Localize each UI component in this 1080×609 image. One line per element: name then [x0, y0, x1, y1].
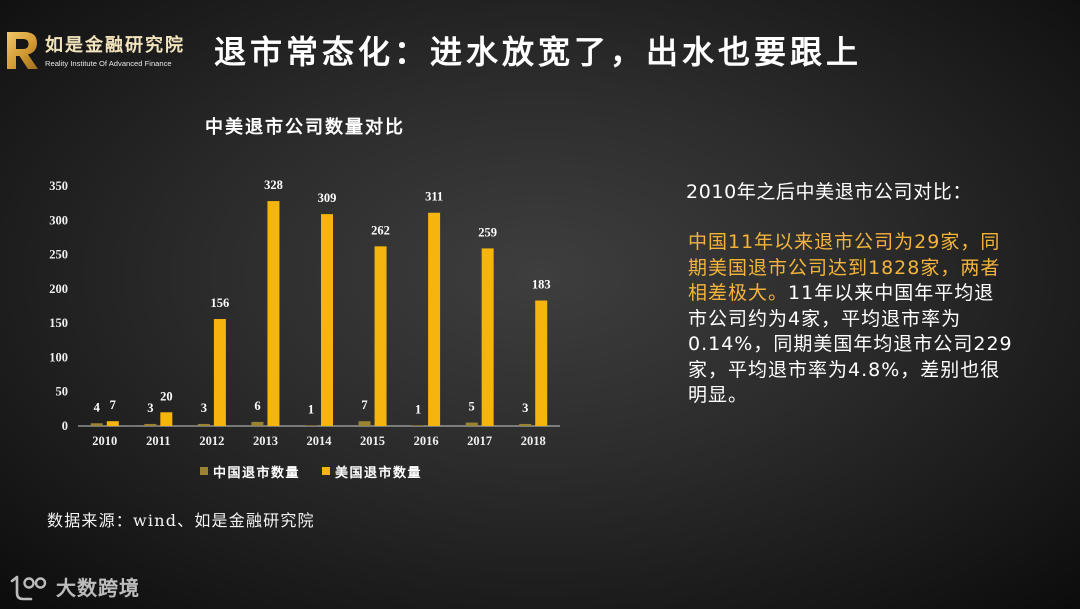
summary-text-segment: 市公司约为4家，平均退市率为 — [688, 307, 962, 330]
logo-english-name: Reality Institute Of Advanced Finance — [45, 59, 172, 68]
summary-text-segment: 11年以来中国年平均退 — [788, 282, 995, 304]
slide-title: 退市常态化：进水放宽了，出水也要跟上 — [214, 33, 863, 71]
x-tick-label: 2013 — [253, 434, 278, 448]
summary-line: 0.14%，同期美国年均退市公司229 — [688, 332, 1013, 358]
china-value-label: 5 — [469, 400, 475, 414]
x-tick-label: 2010 — [92, 434, 117, 448]
y-tick-label: 250 — [49, 248, 68, 262]
x-tick-label: 2018 — [521, 434, 546, 448]
y-tick-label: 350 — [49, 179, 68, 193]
logo-name: 如是金融研究院 — [45, 35, 185, 56]
china-bar — [519, 423, 532, 426]
china-value-label: 3 — [147, 401, 153, 415]
china-bar — [251, 421, 264, 426]
us-bar — [374, 246, 387, 426]
us-value-label: 309 — [318, 191, 337, 205]
x-tick-label: 2011 — [146, 434, 170, 448]
summary-line: 相差极大。11年以来中国年平均退 — [688, 281, 1013, 307]
china-value-label: 7 — [361, 398, 367, 412]
summary-paragraph: 中国11年以来退市公司为29家，同 期美国退市公司达到1828家，两者 相差极大… — [688, 230, 1013, 409]
us-value-label: 183 — [532, 278, 551, 292]
us-bar — [481, 248, 494, 426]
y-tick-label: 0 — [62, 419, 68, 433]
china-value-label: 6 — [254, 399, 260, 413]
china-value-label: 1 — [308, 402, 314, 416]
y-tick-label: 200 — [49, 282, 68, 296]
china-bar — [412, 425, 425, 426]
watermark: 大数跨境 — [9, 574, 140, 602]
y-tick-label: 300 — [49, 213, 68, 227]
r-letter-logo-icon — [7, 32, 38, 69]
us-value-label: 7 — [110, 398, 116, 412]
legend-label-us: 美国退市数量 — [335, 465, 423, 481]
summary-text-segment: 中国11年以来退市公司为29家，同 — [688, 231, 1001, 253]
legend-label-china: 中国退市数量 — [213, 465, 301, 481]
china-value-label: 3 — [522, 401, 528, 415]
us-bar — [160, 412, 173, 426]
us-bar — [321, 214, 333, 426]
us-bar — [428, 212, 441, 426]
y-tick-label: 100 — [49, 350, 68, 364]
legend-swatch-us — [322, 467, 331, 475]
x-tick-label: 2014 — [307, 434, 333, 448]
us-value-label: 328 — [264, 178, 283, 192]
x-tick-label: 2015 — [360, 434, 385, 448]
us-value-label: 262 — [371, 223, 390, 237]
summary-line: 期美国退市公司达到1828家，两者 — [688, 256, 1013, 282]
china-value-label: 1 — [415, 402, 421, 416]
x-tick-label: 2016 — [414, 434, 439, 448]
chart-legend: 中国退市数量 美国退市数量 — [200, 462, 422, 481]
china-value-label: 4 — [94, 400, 101, 414]
china-bar — [197, 423, 210, 426]
summary-heading: 2010年之后中美退市公司对比： — [686, 181, 972, 203]
summary-text-segment: 家，平均退市率为4.8%，差别也很 — [688, 358, 1001, 381]
us-value-label: 259 — [478, 225, 497, 239]
china-bar — [305, 425, 317, 426]
legend-item-us: 美国退市数量 — [322, 462, 422, 481]
summary-text-segment: 相差极大。 — [688, 282, 789, 304]
watermark-text: 大数跨境 — [56, 576, 140, 600]
china-bar — [358, 421, 371, 426]
us-bar — [267, 201, 280, 426]
x-tick-label: 2017 — [467, 434, 492, 448]
us-value-label: 311 — [425, 190, 443, 204]
summary-line: 中国11年以来退市公司为29家，同 — [688, 230, 1013, 256]
us-bar — [535, 300, 548, 426]
y-tick-label: 50 — [56, 385, 69, 399]
us-value-label: 156 — [211, 296, 230, 310]
china-bar — [144, 423, 157, 426]
china-value-label: 3 — [201, 401, 207, 415]
chart-title: 中美退市公司数量对比 — [205, 117, 405, 138]
summary-line: 市公司约为4家，平均退市率为 — [688, 307, 1013, 333]
x-tick-label: 2012 — [199, 434, 224, 448]
us-value-label: 20 — [160, 389, 173, 403]
china-bar — [90, 423, 103, 426]
brand-logo-icon — [10, 575, 47, 601]
summary-line: 家，平均退市率为4.8%，差别也很 — [688, 358, 1013, 384]
y-tick-label: 150 — [49, 316, 68, 330]
china-bar — [465, 422, 478, 426]
data-source-note: 数据来源：wind、如是金融研究院 — [47, 511, 315, 530]
summary-line: 明显。 — [688, 383, 1013, 409]
summary-text-segment: 明显。 — [688, 384, 749, 406]
us-bar — [213, 319, 226, 426]
summary-text-segment: 0.14%，同期美国年均退市公司229 — [688, 333, 1013, 355]
legend-swatch-china — [200, 467, 208, 475]
legend-item-china: 中国退市数量 — [200, 462, 300, 481]
summary-text-segment: 期美国退市公司达到1828家，两者 — [688, 256, 1001, 279]
us-bar — [106, 421, 119, 426]
